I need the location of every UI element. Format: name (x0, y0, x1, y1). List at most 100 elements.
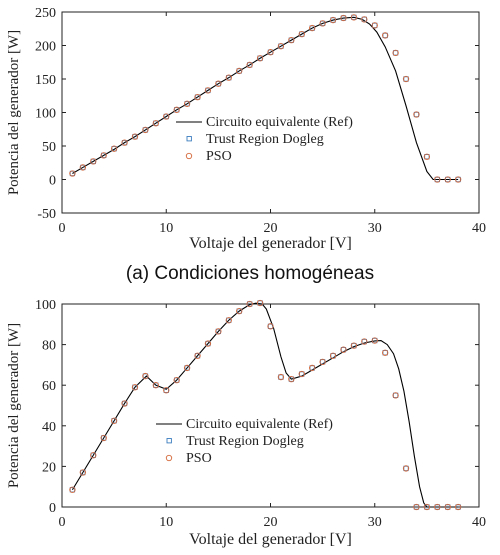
series-line (72, 16, 459, 181)
data-point-square (340, 347, 347, 353)
data-point-circle (173, 106, 180, 113)
data-point-circle (329, 352, 337, 359)
data-point-circle (131, 133, 139, 140)
legend-label: Circuito equivalente (Ref) (186, 417, 333, 432)
data-point-circle (183, 100, 191, 107)
data-point-circle (225, 317, 232, 324)
data-point-circle (434, 176, 441, 183)
y-tick-label: 200 (35, 40, 56, 55)
data-point-circle (444, 176, 451, 183)
y-tick-label: 60 (42, 379, 56, 394)
data-point-circle (423, 503, 431, 511)
data-point-square (288, 37, 294, 43)
data-point-circle (204, 87, 212, 94)
data-point-square (309, 365, 315, 371)
data-point-square (101, 435, 107, 441)
data-point-square (455, 504, 461, 510)
data-point-square (413, 111, 420, 118)
data-point-circle (371, 337, 378, 344)
data-point-circle (225, 74, 232, 81)
legend-square-swatch (166, 438, 172, 444)
data-point-square (205, 87, 211, 94)
data-point-square (445, 504, 451, 510)
data-point-square (361, 16, 367, 23)
data-point-circle (340, 14, 347, 22)
data-point-square (90, 452, 96, 458)
data-point-square (132, 133, 138, 140)
data-point-circle (121, 139, 128, 146)
y-tick-label: 20 (42, 460, 56, 475)
data-point-circle (131, 384, 139, 391)
x-tick-label: 10 (159, 221, 173, 236)
chart-2: 0 10 20 30 40 0 20 40 60 80 100 Voltaje del generad… (6, 298, 486, 548)
data-point-square (340, 15, 347, 21)
data-point-square (215, 81, 222, 87)
data-point-square (174, 107, 180, 113)
data-point-square (142, 127, 149, 133)
data-point-circle (256, 299, 264, 307)
data-point-circle (298, 370, 305, 378)
x-tick-label: 20 (264, 515, 278, 530)
data-point-circle (454, 176, 462, 183)
data-point-square (215, 328, 222, 335)
data-point-circle (392, 392, 399, 399)
data-point-square (153, 382, 159, 388)
data-point-circle (69, 170, 76, 177)
data-point-square (330, 353, 336, 359)
data-point-square (434, 504, 440, 510)
data-point-circle (382, 349, 389, 356)
legend-label: PSO (186, 451, 212, 466)
data-point-circle (382, 32, 389, 39)
y-axis-label: Potencia del generador [W] (6, 30, 22, 195)
data-point-square (111, 418, 117, 424)
data-point-square (361, 338, 367, 345)
data-point-circle (90, 452, 97, 459)
y-axis-label: Potencia del generador [W] (6, 323, 22, 488)
y-tick-label: 40 (42, 420, 56, 435)
data-point-square (246, 301, 253, 307)
data-point-circle (163, 113, 170, 120)
data-point-circle (215, 328, 222, 335)
legend: Circuito equivalente (Ref) Trust Region D… (156, 417, 333, 466)
data-point-circle (361, 16, 368, 23)
data-point-square (226, 317, 232, 323)
data-point-square (226, 75, 232, 81)
data-point-circle (173, 376, 180, 384)
legend: Circuito equivalente (Ref) Trust Region D… (176, 115, 353, 164)
data-point-circle (79, 469, 87, 476)
series-circle (69, 299, 462, 511)
series-square (69, 14, 461, 183)
data-point-square (80, 164, 86, 171)
data-point-circle (423, 153, 431, 160)
data-point-square (132, 384, 138, 390)
data-point-circle (236, 307, 243, 315)
data-point-circle (256, 55, 264, 62)
data-point-square (319, 20, 326, 27)
data-point-square (69, 170, 76, 177)
data-point-square (163, 113, 169, 120)
data-point-circle (361, 338, 368, 345)
series-line (71, 302, 459, 508)
data-point-circle (298, 30, 305, 38)
data-point-circle (309, 364, 316, 372)
data-point-square (257, 300, 263, 306)
data-point-square (121, 139, 128, 146)
y-tick-label: 250 (35, 6, 56, 21)
data-point-circle (215, 80, 222, 87)
x-axis-label: Voltaje del generador [V] (189, 235, 352, 252)
data-point-circle (142, 372, 149, 380)
data-point-circle (413, 503, 420, 511)
data-point-circle (350, 342, 358, 349)
data-point-square (392, 50, 399, 56)
x-axis-label: Voltaje del generador [V] (189, 531, 352, 548)
data-point-square (236, 68, 242, 74)
data-point-square (278, 374, 284, 380)
data-point-square (330, 17, 336, 23)
x-tick-label: 0 (59, 221, 66, 236)
data-point-square (236, 308, 242, 314)
legend-label: Trust Region Dogleg (206, 132, 324, 147)
data-point-square (80, 469, 86, 476)
data-point-circle (309, 24, 316, 32)
y-tick-label: 80 (42, 339, 56, 354)
